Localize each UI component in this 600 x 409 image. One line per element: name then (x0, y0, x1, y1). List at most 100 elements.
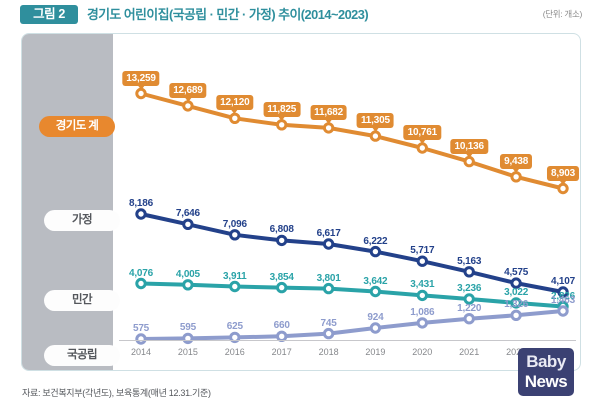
value-label-public-2016: 625 (226, 321, 243, 333)
value-label-public-2017: 660 (273, 320, 290, 332)
data-point-private-2018[interactable] (322, 282, 335, 295)
value-label-private-2023: 2,826 (550, 290, 576, 302)
data-point-public-2023[interactable] (557, 305, 569, 317)
data-point-public-2018[interactable] (322, 327, 335, 340)
data-point-private-2017[interactable] (276, 281, 288, 294)
babynews-logo: Baby News (518, 348, 574, 396)
value-label-private-2017: 3,854 (269, 271, 294, 283)
logo-line-news: News (524, 372, 568, 391)
plot-area: 13,259 12,689 12,120 11,825 11,682 11,305 10,7… (113, 34, 580, 370)
value-label-public-2022: 1,326 (504, 299, 529, 311)
data-point-public-2021[interactable] (463, 313, 475, 325)
value-label-total-2018: 11,682 (310, 104, 348, 124)
x-axis-tick-2022: 2022 (506, 347, 527, 357)
value-label-home-2016: 7,096 (222, 218, 247, 230)
x-axis-tick-2019: 2019 (365, 347, 386, 357)
data-point-private-2016[interactable] (229, 280, 241, 293)
value-label-private-2019: 3,642 (363, 275, 388, 287)
data-point-private-2015[interactable] (182, 279, 194, 291)
x-axis-tick-2015: 2015 (177, 347, 198, 357)
value-label-public-2021: 1,220 (457, 302, 482, 314)
data-point-home-2017[interactable] (276, 234, 288, 247)
data-point-total-2020[interactable] (416, 142, 428, 154)
figure-badge: 그림 2 (20, 5, 78, 24)
series-label-home[interactable]: 가정 (44, 210, 120, 231)
unit-note: (단위: 개소) (542, 9, 583, 19)
data-point-public-2015[interactable] (182, 332, 194, 345)
value-label-home-2017: 6,808 (269, 224, 294, 236)
line-private (139, 281, 565, 309)
data-point-total-2017[interactable] (276, 119, 288, 131)
chart-header: 그림 2 경기도 어린이집(국공립 · 민간 · 가정) 추이(2014~202… (0, 0, 600, 34)
line-total (139, 91, 565, 191)
data-point-home-2018[interactable] (322, 238, 335, 250)
value-label-home-2023: 4,107 (550, 276, 576, 287)
data-point-private-2020[interactable] (416, 289, 428, 302)
value-label-home-2015: 7,646 (175, 208, 200, 220)
value-label-private-2014: 4,076 (128, 267, 154, 279)
line-home (139, 212, 565, 294)
data-point-public-2022[interactable] (510, 309, 522, 321)
value-label-home-2019: 6,222 (363, 235, 388, 247)
value-label-public-2014: 575 (132, 323, 150, 334)
data-point-private-2014[interactable] (135, 277, 147, 290)
data-point-total-2015[interactable] (182, 100, 194, 112)
value-label-total-2017: 11,825 (263, 101, 301, 121)
data-point-home-2022[interactable] (510, 277, 522, 289)
value-label-public-2020: 1,086 (410, 306, 435, 318)
value-label-private-2015: 4,005 (175, 268, 200, 280)
data-point-total-2021[interactable] (463, 155, 475, 168)
data-point-home-2014[interactable] (135, 208, 147, 220)
series-label-panel (22, 34, 113, 370)
value-label-private-2022: 3,022 (504, 286, 529, 298)
data-point-private-2022[interactable] (510, 297, 522, 309)
data-point-private-2019[interactable] (369, 285, 382, 298)
data-point-home-2021[interactable] (463, 266, 475, 278)
value-label-total-2021: 10,136 (450, 138, 488, 158)
value-label-home-2022: 4,575 (504, 267, 529, 279)
data-point-public-2019[interactable] (369, 322, 382, 334)
x-axis-line (119, 340, 576, 341)
value-label-private-2020: 3,431 (410, 279, 435, 291)
data-point-total-2022[interactable] (510, 171, 522, 183)
series-label-private[interactable]: 민간 (44, 290, 120, 311)
data-point-public-2016[interactable] (229, 331, 241, 344)
data-point-total-2018[interactable] (322, 122, 335, 134)
value-label-home-2021: 5,163 (457, 255, 482, 267)
source-note: 자료: 보건복지부(각년도), 보육통계(매년 12.31.기준) (22, 388, 211, 398)
chart-container: 경기도 계 가정 민간 국공립 13,259 12,689 12,120 11,825… (21, 33, 581, 371)
value-label-home-2018: 6,617 (316, 228, 341, 239)
value-label-public-2015: 595 (179, 322, 196, 334)
data-point-home-2020[interactable] (416, 255, 428, 267)
series-label-public[interactable]: 국공립 (44, 345, 120, 366)
value-label-public-2023: 1,463 (550, 295, 576, 306)
value-label-private-2018: 3,801 (316, 272, 341, 284)
data-point-total-2014[interactable] (135, 87, 147, 100)
data-point-home-2023[interactable] (557, 286, 569, 298)
logo-line-baby: Baby (526, 352, 566, 371)
value-label-total-2014: 13,259 (122, 70, 160, 90)
value-label-total-2015: 12,689 (169, 82, 207, 102)
value-label-home-2020: 5,717 (410, 245, 435, 257)
value-label-public-2018: 745 (320, 317, 337, 329)
data-point-total-2019[interactable] (369, 130, 382, 142)
data-point-home-2016[interactable] (229, 229, 241, 241)
data-point-total-2016[interactable] (229, 112, 241, 125)
value-label-private-2016: 3,911 (223, 270, 247, 282)
series-label-total[interactable]: 경기도 계 (39, 116, 115, 137)
value-label-public-2019: 924 (367, 312, 384, 323)
value-label-total-2019: 11,305 (356, 113, 394, 133)
value-label-total-2020: 10,761 (403, 125, 441, 144)
x-axis-tick-2017: 2017 (271, 347, 292, 357)
value-label-home-2014: 8,186 (128, 198, 154, 209)
data-point-public-2014[interactable] (135, 333, 147, 345)
data-point-home-2019[interactable] (369, 245, 382, 258)
value-label-private-2021: 3,236 (457, 283, 482, 294)
page-title: 경기도 어린이집(국공립 · 민간 · 가정) 추이(2014~2023) (87, 7, 369, 22)
x-axis-tick-2020: 2020 (412, 347, 433, 357)
data-point-public-2020[interactable] (416, 317, 428, 329)
data-point-private-2021[interactable] (463, 293, 475, 305)
x-axis-tick-2018: 2018 (318, 347, 339, 357)
data-point-home-2015[interactable] (182, 218, 194, 231)
data-point-total-2023[interactable] (557, 182, 569, 195)
